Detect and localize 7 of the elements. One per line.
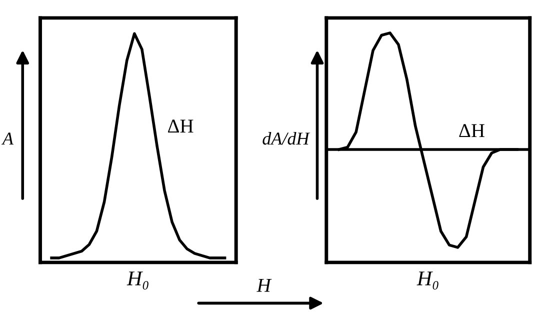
annotation: ΔH [459, 124, 484, 138]
y-axis-title: A [1, 132, 14, 145]
x-axis-title: H₀ [416, 272, 438, 290]
text: H [256, 279, 272, 292]
annotation: ΔH [168, 120, 194, 133]
x-axis-title: H₀ [126, 272, 148, 290]
y-axis-title: dA/dH [262, 132, 310, 145]
